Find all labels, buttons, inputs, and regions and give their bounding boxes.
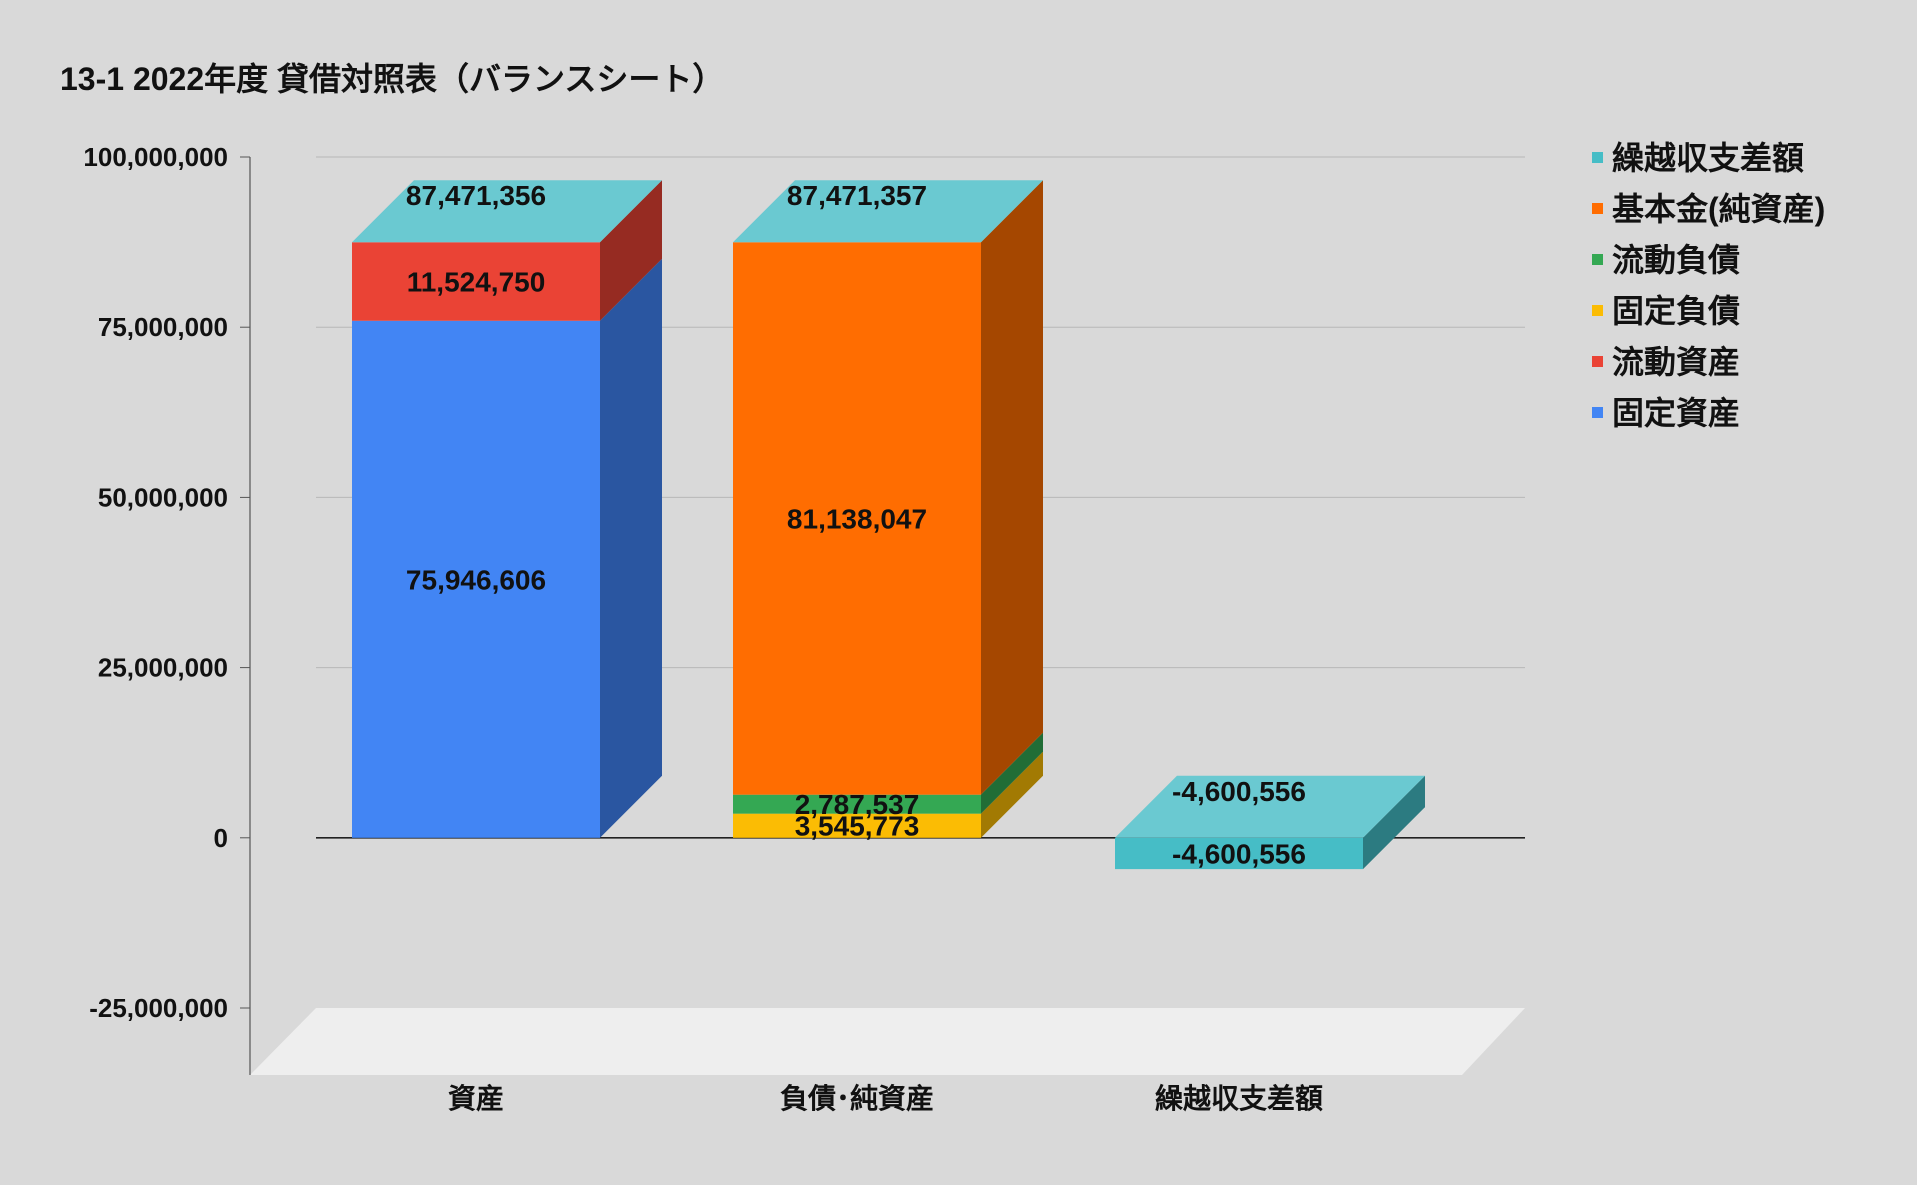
y-tick-label: -25,000,000 (89, 993, 228, 1023)
total-label: -4,600,556 (1172, 776, 1306, 807)
legend-label: 流動資産 (1612, 344, 1740, 380)
bar-segment (733, 813, 981, 838)
bar-top (733, 180, 1043, 243)
legend-label: 固定負債 (1612, 293, 1740, 329)
chart-floor (250, 1008, 1525, 1075)
bar-group (1115, 775, 1425, 870)
floor-plane (250, 1008, 1525, 1075)
data-label: 81,138,047 (787, 503, 927, 534)
category-labels: 資産 負債･純資産 繰越収支差額 (448, 1082, 1323, 1114)
data-label: 2,787,537 (795, 789, 920, 820)
bar-side (981, 180, 1043, 795)
legend-swatch (1592, 407, 1603, 418)
bar-side (1363, 775, 1425, 870)
category-label: 負債･純資産 (780, 1082, 934, 1114)
bars (352, 180, 1425, 870)
bar-side (981, 751, 1043, 838)
legend-item: 流動資産 (1592, 344, 1740, 380)
legend-label: 繰越収支差額 (1612, 140, 1804, 176)
legend-swatch (1592, 203, 1603, 214)
y-tick-label: 100,000,000 (83, 142, 228, 172)
bar-top (352, 180, 662, 243)
legend-label: 流動負債 (1612, 242, 1740, 278)
bar-group (352, 180, 662, 838)
bar-top (1115, 775, 1425, 838)
y-tick-label: 0 (214, 823, 228, 853)
y-tick-label: 25,000,000 (98, 653, 228, 683)
legend-item: 繰越収支差額 (1592, 140, 1804, 176)
y-tick-label: 75,000,000 (98, 312, 228, 342)
total-label: 87,471,357 (787, 180, 927, 211)
y-tick-label: 50,000,000 (98, 482, 228, 512)
chart-title: 13-1 2022年度 貸借対照表（バランスシート） (60, 61, 724, 97)
legend-swatch (1592, 254, 1603, 265)
data-label: 75,946,606 (406, 564, 546, 595)
bar-group (733, 180, 1043, 838)
bar-side (600, 180, 662, 321)
bar-segment (352, 320, 600, 838)
data-label: 3,545,773 (795, 811, 920, 842)
data-label: -4,600,556 (1172, 838, 1306, 869)
category-label: 繰越収支差額 (1155, 1082, 1323, 1114)
bar-segment (352, 242, 600, 321)
legend-label: 固定資産 (1612, 395, 1740, 431)
legend-swatch (1592, 356, 1603, 367)
y-tick-labels: 100,000,000 75,000,000 50,000,000 25,000,00… (83, 142, 250, 1023)
bar-side (981, 732, 1043, 814)
bar-segment (1115, 837, 1363, 870)
legend-swatch (1592, 305, 1603, 316)
legend-label: 基本金(純資産) (1612, 191, 1825, 227)
bar-segment (733, 794, 981, 814)
legend-item: 基本金(純資産) (1592, 191, 1825, 227)
legend-item: 固定負債 (1592, 293, 1740, 329)
data-label: 11,524,750 (407, 267, 546, 298)
bar-side (600, 258, 662, 838)
legend-swatch (1592, 152, 1603, 163)
bar-segment (733, 242, 981, 795)
category-label: 資産 (448, 1082, 504, 1114)
total-label: 87,471,356 (406, 180, 546, 211)
legend-item: 流動負債 (1592, 242, 1740, 278)
legend-item: 固定資産 (1592, 395, 1740, 431)
